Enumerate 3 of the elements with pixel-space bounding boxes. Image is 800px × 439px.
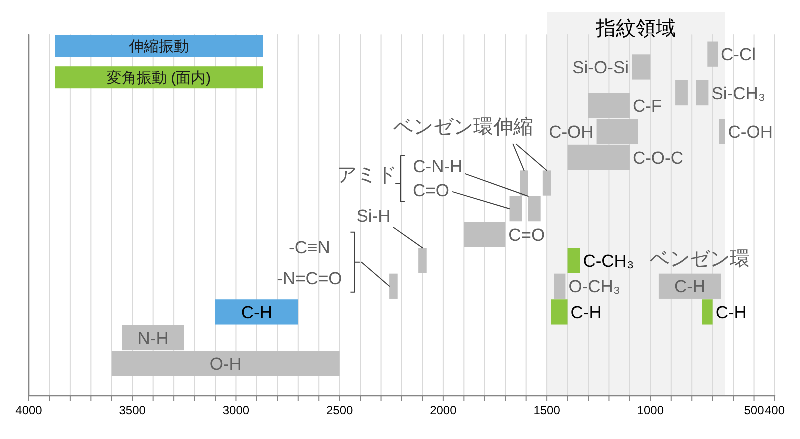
annotation: ベンゼン環 — [650, 248, 750, 271]
annotation: ベンゼン環伸縮 — [393, 116, 534, 138]
annotation: アミド — [336, 164, 397, 186]
